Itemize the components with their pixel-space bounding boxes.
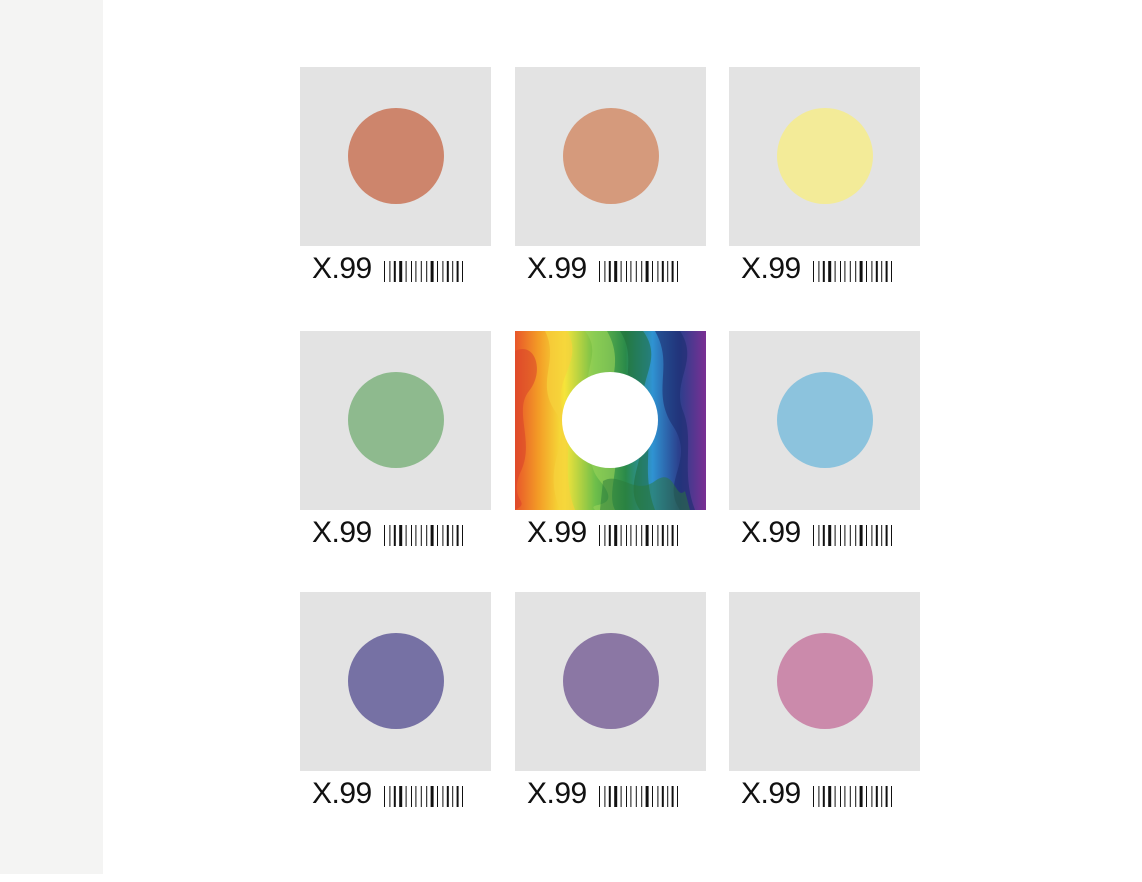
product-swatch	[729, 592, 920, 771]
product-card[interactable]: X.99	[729, 67, 921, 285]
product-swatch	[300, 592, 491, 771]
product-card[interactable]: X.99	[300, 331, 492, 549]
price-label: X.99	[527, 777, 587, 810]
price-label: X.99	[741, 252, 801, 285]
price-label: X.99	[741, 516, 801, 549]
color-dot	[348, 108, 444, 204]
product-swatch	[300, 331, 491, 510]
product-swatch	[300, 67, 491, 246]
barcode-icon	[599, 525, 678, 546]
price-label: X.99	[741, 777, 801, 810]
product-swatch	[515, 592, 706, 771]
product-swatch	[515, 67, 706, 246]
color-dot	[777, 108, 873, 204]
rainbow-marble-swatch	[515, 331, 706, 510]
price-row: X.99	[300, 775, 492, 810]
price-row: X.99	[300, 250, 492, 285]
product-swatch	[729, 67, 920, 246]
product-card[interactable]: X.99	[515, 67, 707, 285]
product-card[interactable]: X.99	[300, 592, 492, 810]
color-dot	[348, 633, 444, 729]
color-dot	[563, 108, 659, 204]
price-label: X.99	[312, 516, 372, 549]
product-card[interactable]: X.99	[300, 67, 492, 285]
barcode-icon	[599, 261, 678, 282]
price-label: X.99	[527, 252, 587, 285]
price-row: X.99	[729, 250, 921, 285]
price-label: X.99	[527, 516, 587, 549]
price-row: X.99	[515, 514, 707, 549]
barcode-icon	[384, 786, 463, 807]
barcode-icon	[813, 786, 892, 807]
barcode-icon	[813, 261, 892, 282]
color-dot	[348, 372, 444, 468]
product-card[interactable]: X.99	[515, 592, 707, 810]
price-label: X.99	[312, 777, 372, 810]
product-card[interactable]: X.99	[729, 331, 921, 549]
price-row: X.99	[729, 775, 921, 810]
color-dot	[563, 633, 659, 729]
color-dot	[777, 633, 873, 729]
barcode-icon	[599, 786, 678, 807]
marble-pattern	[515, 331, 706, 510]
price-row: X.99	[300, 514, 492, 549]
price-row: X.99	[515, 775, 707, 810]
product-card[interactable]: X.99	[515, 331, 707, 549]
barcode-icon	[384, 525, 463, 546]
price-row: X.99	[515, 250, 707, 285]
price-row: X.99	[729, 514, 921, 549]
color-dot	[777, 372, 873, 468]
side-panel	[0, 0, 103, 874]
product-card[interactable]: X.99	[729, 592, 921, 810]
barcode-icon	[813, 525, 892, 546]
price-label: X.99	[312, 252, 372, 285]
barcode-icon	[384, 261, 463, 282]
product-swatch	[729, 331, 920, 510]
